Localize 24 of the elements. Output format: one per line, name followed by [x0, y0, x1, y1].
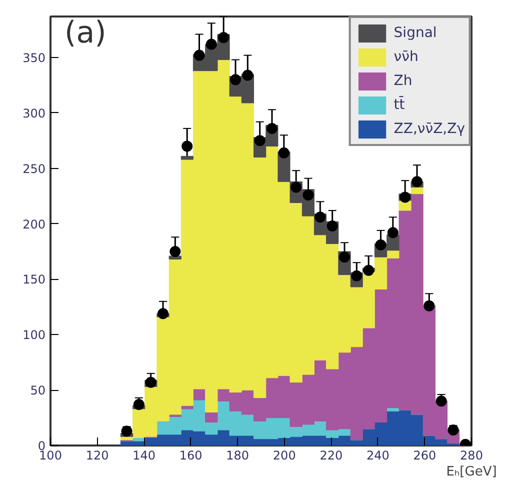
x-tick-label: 140 [132, 448, 156, 462]
y-tick-label: 250 [22, 162, 46, 176]
x-tick-label: 260 [413, 448, 436, 462]
x-tick-label: 240 [366, 448, 390, 462]
x-tick-label: 220 [320, 448, 343, 462]
legend-label: Zh [394, 73, 414, 89]
x-tick-label: 200 [272, 448, 296, 462]
legend-label: ZZ,νν̄Z,Zγ [394, 121, 465, 137]
y-tick-label: 350 [22, 51, 46, 66]
x-tick-label: 160 [179, 448, 202, 462]
chart-title: (a) [64, 16, 106, 50]
legend-label: νν̄h [394, 49, 418, 65]
x-axis-title: Eₕ[GeV] [446, 464, 497, 480]
y-tick-label: 150 [22, 272, 46, 287]
x-tick-label: 100 [39, 448, 62, 462]
x-tick-label: 280 [460, 448, 483, 462]
y-tick-label: 50 [30, 384, 46, 398]
x-tick-label: 120 [86, 448, 109, 462]
y-tick-label: 100 [22, 328, 46, 342]
legend-label: tt̄ [394, 97, 406, 113]
legend-label: Signal [394, 25, 437, 41]
y-tick-label: 200 [22, 217, 46, 232]
y-tick-label: 300 [22, 106, 46, 120]
x-tick-label: 180 [226, 448, 250, 462]
